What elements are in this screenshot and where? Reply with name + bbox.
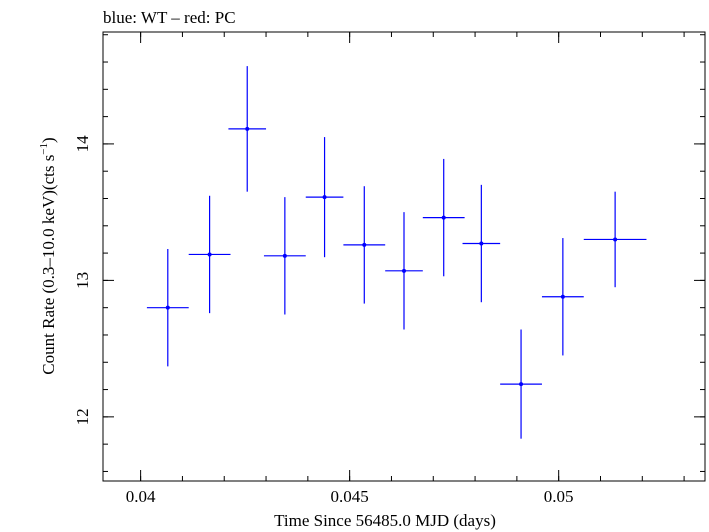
x-axis-label: Time Since 56485.0 MJD (days)	[274, 511, 496, 530]
data-marker	[207, 252, 212, 257]
data-points	[146, 66, 647, 439]
data-point	[385, 212, 423, 330]
axis-ticks	[103, 32, 705, 481]
data-marker	[322, 195, 327, 200]
data-point	[305, 137, 344, 258]
data-point	[422, 158, 465, 277]
data-marker	[282, 253, 287, 258]
data-point	[500, 329, 542, 439]
x-tick-label: 0.05	[544, 487, 574, 506]
data-point	[263, 197, 306, 315]
data-marker	[245, 126, 250, 131]
axis-tick-labels: 0.04 0.045 0.05 12 13 14	[73, 135, 574, 506]
data-marker	[441, 215, 446, 220]
y-tick-label: 13	[73, 272, 92, 289]
data-point	[462, 184, 501, 303]
data-point	[188, 195, 231, 314]
data-point	[583, 191, 647, 288]
data-point	[228, 66, 267, 192]
y-axis-label-end: )	[39, 137, 58, 143]
data-marker	[519, 382, 524, 387]
data-marker	[362, 242, 367, 247]
y-axis-label-sup: −1	[38, 143, 50, 155]
y-tick-label: 12	[73, 408, 92, 425]
data-marker	[402, 268, 406, 273]
data-marker	[165, 305, 170, 310]
x-tick-label: 0.045	[331, 487, 369, 506]
data-point	[146, 248, 189, 367]
x-tick-label: 0.04	[126, 487, 156, 506]
y-axis-label-main: Count Rate (0.3–10.0 keV)(cts s	[39, 155, 58, 375]
y-tick-label: 14	[73, 135, 92, 153]
y-axis-label: Count Rate (0.3–10.0 keV)(cts s−1)	[38, 137, 58, 374]
data-point	[541, 238, 584, 356]
plot-frame	[102, 31, 706, 482]
chart-title: blue: WT – red: PC	[103, 8, 236, 27]
data-marker	[479, 241, 484, 246]
data-point	[343, 186, 386, 304]
data-marker	[613, 237, 618, 242]
data-marker	[560, 294, 565, 299]
